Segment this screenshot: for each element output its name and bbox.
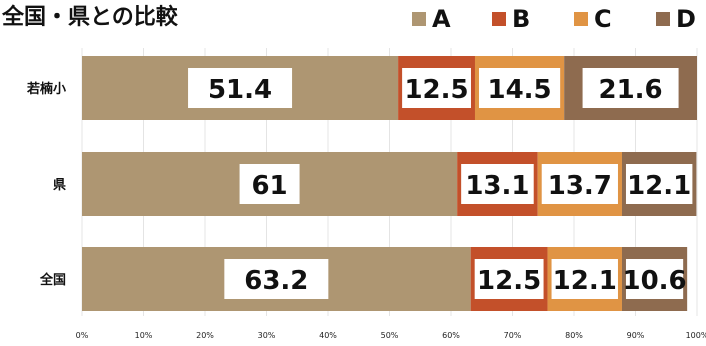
data-labels: 51.4 12.5 14.5 21.6 61 13.1 13.7 12.1 63.2 12.5 12…	[188, 68, 693, 299]
x-tick-label: 60%	[442, 331, 460, 340]
data-label: 12.5	[477, 266, 541, 296]
legend-swatch-a	[412, 12, 426, 26]
data-label: 12.5	[404, 75, 468, 105]
data-label: 12.1	[627, 171, 691, 201]
x-tick-label: 100%	[686, 331, 706, 340]
category-label: 全国	[39, 272, 66, 288]
data-label: 13.7	[548, 171, 612, 201]
data-label-box	[541, 164, 618, 204]
data-label-box	[224, 259, 329, 299]
x-tick-label: 70%	[504, 331, 522, 340]
legend: A B C D	[412, 5, 696, 33]
data-label-box	[461, 164, 534, 204]
data-label-box	[551, 259, 618, 299]
legend-label-b: B	[512, 5, 530, 33]
chart-title: 全国・県との比較	[1, 4, 179, 30]
legend-label-a: A	[432, 5, 451, 33]
data-label: 21.6	[599, 75, 663, 105]
x-tick-label: 0%	[76, 331, 89, 340]
legend-swatch-d	[656, 12, 670, 26]
x-tick-label: 40%	[319, 331, 337, 340]
data-label-box	[188, 68, 293, 108]
legend-swatch-c	[574, 12, 588, 26]
data-label-box	[625, 164, 693, 204]
data-label: 14.5	[487, 75, 551, 105]
data-label: 63.2	[244, 266, 308, 296]
x-tick-label: 90%	[627, 331, 645, 340]
data-label-box	[478, 68, 561, 108]
legend-label-d: D	[676, 5, 696, 33]
data-label: 13.1	[465, 171, 529, 201]
x-tick-label: 30%	[258, 331, 276, 340]
category-label: 県	[53, 178, 66, 193]
data-label: 61	[251, 171, 287, 201]
data-label-box	[582, 68, 679, 108]
data-label: 10.6	[622, 266, 686, 296]
x-tick-label: 50%	[381, 331, 399, 340]
data-label: 51.4	[208, 75, 272, 105]
category-label: 若楠小	[26, 81, 66, 97]
data-label-box	[625, 259, 684, 299]
x-tick-label: 10%	[135, 331, 153, 340]
x-tick-label: 20%	[196, 331, 214, 340]
legend-swatch-b	[492, 12, 506, 26]
legend-label-c: C	[594, 5, 612, 33]
x-tick-label: 80%	[565, 331, 583, 340]
data-label-box	[239, 164, 300, 204]
data-label: 12.1	[553, 266, 617, 296]
data-label-box	[474, 259, 544, 299]
x-tick-labels: 0% 10% 20% 30% 40% 50% 60% 70% 80% 90% 100%	[76, 331, 706, 340]
data-label-box	[402, 68, 471, 108]
